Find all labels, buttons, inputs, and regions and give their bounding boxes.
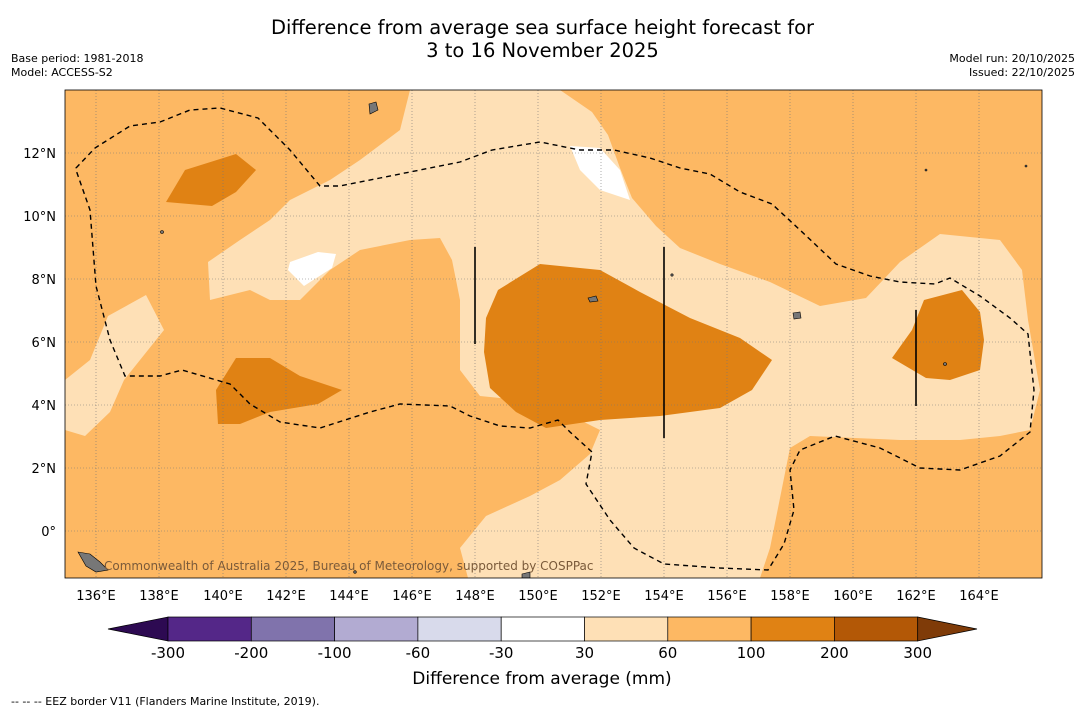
colorbar-tick: 300 xyxy=(903,644,932,662)
lon-label: 154°E xyxy=(644,589,684,604)
lon-label: 162°E xyxy=(896,589,936,604)
model-run: Model run: 20/10/2025 xyxy=(949,52,1075,65)
map-frame xyxy=(64,89,1043,579)
colorbar-tick: -60 xyxy=(406,644,431,662)
eez-border xyxy=(75,107,1035,571)
contour-near-zero-2 xyxy=(570,146,630,200)
lon-label: 142°E xyxy=(266,589,306,604)
contour-near-zero-1 xyxy=(288,252,336,286)
lon-labels: 136°E 138°E 140°E 142°E 144°E 146°E 148°… xyxy=(76,589,999,604)
colorbar-tick: 30 xyxy=(575,644,594,662)
colorbar-tick: -300 xyxy=(151,644,185,662)
lat-label: 8°N xyxy=(32,273,57,288)
colorbar-swatch xyxy=(500,616,585,642)
lat-label: 0° xyxy=(41,525,56,540)
lat-labels: 12°N 10°N 8°N 6°N 4°N 2°N 0° xyxy=(23,147,56,540)
lon-label: 140°E xyxy=(203,589,243,604)
colorbar xyxy=(107,616,978,642)
colorbar-tick: -100 xyxy=(318,644,352,662)
lon-label: 152°E xyxy=(581,589,621,604)
copyright-text: Commonwealth of Australia 2025, Bureau o… xyxy=(104,559,594,573)
run-info: Model run: 20/10/2025 Issued: 22/10/2025 xyxy=(949,52,1075,80)
model-name: Model: ACCESS-S2 xyxy=(11,66,113,79)
colorbar-ticks: -300 -200 -100 -60 -30 30 60 100 200 300… xyxy=(151,644,932,689)
colorbar-label: Difference from average (mm) xyxy=(412,669,671,689)
colorbar-swatch xyxy=(834,616,919,642)
colorbar-swatch xyxy=(334,616,419,642)
colorbar-swatch xyxy=(667,616,752,642)
islands xyxy=(77,101,1028,578)
title-line-1: Difference from average sea surface heig… xyxy=(270,16,815,39)
lat-label: 12°N xyxy=(23,147,56,162)
contour-100-200-central xyxy=(484,264,772,428)
map-area xyxy=(65,90,1042,578)
contour-100-200-east xyxy=(892,290,984,380)
colorbar-swatch xyxy=(417,616,502,642)
lon-label: 136°E xyxy=(76,589,116,604)
colorbar-swatch xyxy=(584,616,669,642)
lat-label: 10°N xyxy=(23,210,56,225)
lat-label: 6°N xyxy=(32,336,57,351)
lon-label: 164°E xyxy=(959,589,999,604)
issued-date: Issued: 22/10/2025 xyxy=(968,66,1075,79)
lon-label: 160°E xyxy=(833,589,873,604)
lat-label: 2°N xyxy=(32,462,57,477)
lon-label: 148°E xyxy=(455,589,495,604)
lon-label: 138°E xyxy=(139,589,179,604)
contour-30-60-west xyxy=(65,295,164,436)
colorbar-swatch xyxy=(250,616,335,642)
title-line-2: 3 to 16 November 2025 xyxy=(426,39,659,62)
colorbar-swatch xyxy=(750,616,835,642)
colorbar-tick: 100 xyxy=(737,644,766,662)
contour-100-200-west xyxy=(216,358,342,424)
lon-label: 158°E xyxy=(770,589,810,604)
graticule xyxy=(65,90,1042,578)
colorbar-tick: -200 xyxy=(234,644,268,662)
lon-label: 146°E xyxy=(392,589,432,604)
colorbar-tick: 60 xyxy=(658,644,677,662)
lon-label: 156°E xyxy=(707,589,747,604)
colorbar-tick: 200 xyxy=(820,644,849,662)
contour-100-200-north xyxy=(166,154,256,206)
lon-label: 150°E xyxy=(518,589,558,604)
model-info: Base period: 1981-2018 Model: ACCESS-S2 xyxy=(11,52,143,80)
lat-label: 4°N xyxy=(32,399,57,414)
map-title: Difference from average sea surface heig… xyxy=(0,16,1085,62)
colorbar-extend-low xyxy=(107,616,169,642)
colorbar-swatch xyxy=(167,616,252,642)
base-period: Base period: 1981-2018 xyxy=(11,52,144,65)
colorbar-tick: -30 xyxy=(489,644,514,662)
eez-footnote: -- -- -- EEZ border V11 (Flanders Marine… xyxy=(11,695,320,708)
lon-label: 144°E xyxy=(329,589,369,604)
colorbar-extend-high xyxy=(917,616,978,642)
